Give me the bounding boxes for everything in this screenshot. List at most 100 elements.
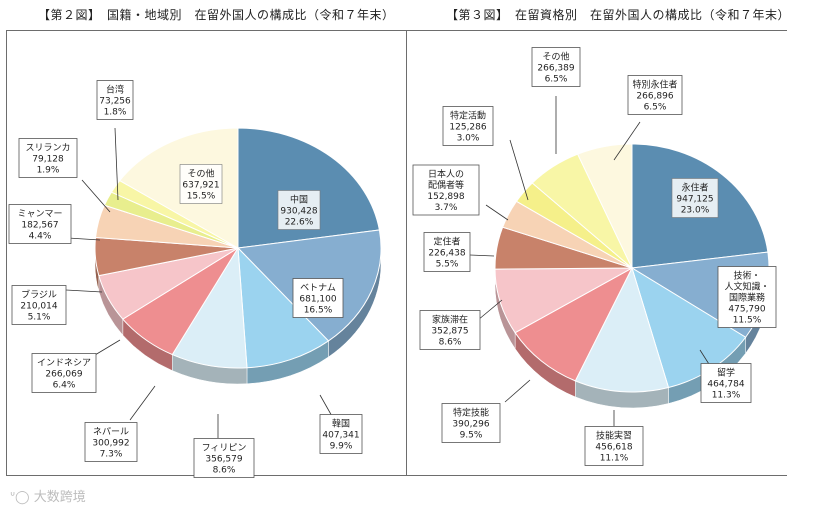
label-box-0-9 — [96, 80, 134, 120]
label-text-0-3-2: 8.6% — [213, 466, 236, 476]
label-box-1-6 — [423, 232, 471, 272]
leader-line-1-5 — [477, 299, 503, 321]
label-text-0-4-0: ネパール — [93, 427, 129, 438]
label-text-0-10-2: 15.5% — [187, 192, 216, 202]
label-text-1-8-1: 125,286 — [449, 123, 486, 133]
label-box-1-10 — [627, 75, 683, 115]
label-text-0-6-0: ブラジル — [21, 289, 57, 301]
label-text-0-2-2: 9.9% — [330, 442, 353, 452]
label-text-1-6-1: 226,438 — [428, 249, 465, 259]
label-text-1-3-0: 技能実習 — [596, 430, 632, 442]
label-box-0-2 — [319, 414, 363, 454]
label-text-1-8-2: 3.0% — [457, 134, 480, 144]
label-box-1-4 — [441, 403, 501, 443]
pie-slice-1-10 — [577, 143, 633, 269]
chart-title-nationality: 【第２図】 国籍・地域別 在留外国人の構成比（令和７年末） — [38, 8, 395, 22]
label-text-1-1-1: 人文知識・ — [724, 281, 769, 293]
label-text-0-1-1: 681,100 — [299, 295, 336, 305]
label-text-1-4-1: 390,296 — [452, 420, 489, 430]
label-box-1-8 — [442, 106, 494, 146]
pie-slice-0-10 — [118, 127, 239, 249]
label-text-1-2-1: 464,784 — [707, 380, 744, 390]
label-text-0-8-1: 79,128 — [32, 155, 64, 165]
watermark-logo-icon: ᐡ◯ — [10, 490, 30, 505]
label-text-0-10-1: 637,921 — [182, 181, 219, 191]
pie-slice-0-2 — [237, 246, 330, 369]
label-text-0-1-0: ベトナム — [300, 283, 336, 294]
label-text-1-9-1: 266,389 — [537, 64, 574, 74]
label-text-1-0-0: 永住者 — [681, 182, 708, 194]
label-text-1-1-0: 技術・ — [733, 270, 760, 282]
label-box-0-8 — [18, 138, 78, 178]
label-text-1-4-0: 特定技能 — [453, 407, 489, 419]
label-text-0-2-1: 407,341 — [322, 431, 359, 441]
label-text-0-7-1: 182,567 — [21, 221, 58, 231]
label-text-0-9-2: 1.8% — [104, 108, 127, 118]
leader-line-0-9 — [114, 127, 119, 201]
label-text-1-3-2: 11.1% — [600, 454, 629, 464]
label-text-1-3-1: 456,618 — [595, 443, 632, 453]
label-box-1-2 — [700, 363, 752, 403]
label-text-0-5-2: 6.4% — [53, 381, 76, 391]
label-text-1-8-0: 特定活動 — [450, 110, 486, 122]
pie-slice-0-0 — [237, 127, 380, 249]
leader-line-1-6 — [469, 254, 495, 257]
label-box-1-7 — [412, 164, 480, 216]
label-text-0-8-0: スリランカ — [25, 143, 70, 154]
label-text-1-0-1: 947,125 — [676, 195, 713, 205]
label-text-0-4-2: 7.3% — [100, 450, 123, 460]
label-text-1-0-2: 23.0% — [681, 206, 710, 216]
label-text-1-7-2: 152,898 — [427, 192, 464, 202]
label-text-1-1-4: 11.5% — [733, 316, 762, 326]
label-text-0-10-0: その他 — [187, 168, 214, 180]
leader-line-1-10 — [613, 121, 641, 161]
watermark-text: 大数跨境 — [33, 490, 86, 505]
label-text-0-9-0: 台湾 — [106, 84, 124, 96]
label-box-1-0 — [671, 178, 719, 218]
leader-line-0-6 — [65, 289, 103, 293]
label-text-0-3-0: フィリピン — [202, 443, 247, 454]
label-text-0-6-1: 210,014 — [20, 302, 57, 312]
label-text-1-2-2: 11.3% — [712, 391, 741, 401]
label-text-0-3-1: 356,579 — [205, 455, 242, 465]
label-text-1-4-2: 9.5% — [460, 431, 483, 441]
leader-line-1-4 — [504, 379, 531, 403]
label-box-1-3 — [584, 426, 644, 466]
label-text-0-7-0: ミャンマー — [17, 210, 62, 220]
label-box-0-5 — [31, 353, 97, 393]
label-text-0-2-0: 韓国 — [332, 419, 350, 430]
label-text-0-7-2: 4.4% — [29, 232, 52, 242]
label-text-1-7-0: 日本人の — [428, 168, 464, 180]
label-box-0-10 — [179, 164, 223, 204]
label-text-1-1-2: 国際業務 — [729, 292, 765, 304]
label-text-1-6-0: 定住者 — [433, 236, 460, 248]
label-text-0-5-1: 266,069 — [45, 370, 82, 380]
label-box-1-9 — [531, 47, 581, 87]
label-box-0-0 — [277, 190, 321, 230]
label-text-1-5-0: 家族滞在 — [432, 314, 468, 326]
label-text-1-1-3: 475,790 — [728, 305, 765, 315]
label-box-0-4 — [84, 422, 138, 462]
label-text-1-10-1: 266,896 — [636, 92, 673, 102]
